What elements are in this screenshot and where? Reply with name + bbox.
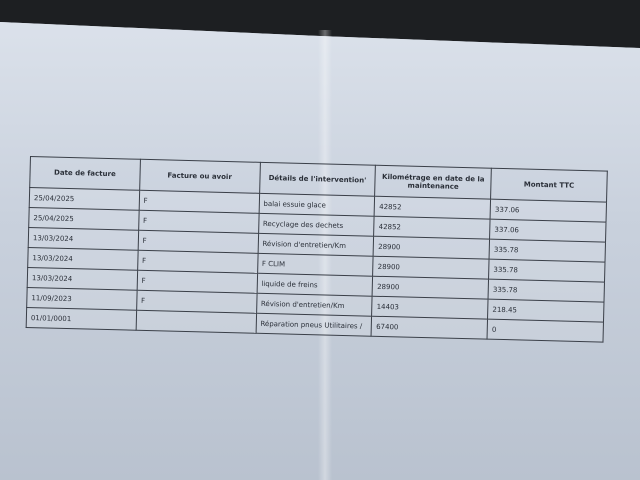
header-details: Détails de l'intervention' [259, 162, 376, 197]
paper-fold [318, 30, 332, 480]
header-type: Facture ou avoir [139, 159, 260, 194]
header-amount: Montant TTC [490, 168, 608, 203]
cell-amount: 0 [487, 319, 604, 343]
cell-type [135, 310, 257, 334]
cell-details: Réparation pneus Utilitaires / [255, 313, 372, 337]
cell-date: 01/01/0001 [26, 307, 137, 331]
cell-date: 25/04/2025 [28, 207, 139, 231]
cell-date: 25/04/2025 [29, 187, 140, 211]
cell-date: 13/03/2024 [28, 227, 139, 251]
maintenance-table: Date de facture Facture ou avoir Détails… [26, 156, 608, 343]
header-date: Date de facture [29, 156, 141, 191]
cell-date: 11/09/2023 [26, 287, 137, 311]
cell-mileage: 67400 [371, 316, 488, 340]
maintenance-table-wrapper: Date de facture Facture ou avoir Détails… [26, 156, 608, 343]
cell-date: 13/03/2024 [27, 247, 138, 271]
header-mileage: Kilométrage en date de la maintenance [374, 165, 492, 200]
cell-date: 13/03/2024 [27, 267, 138, 291]
